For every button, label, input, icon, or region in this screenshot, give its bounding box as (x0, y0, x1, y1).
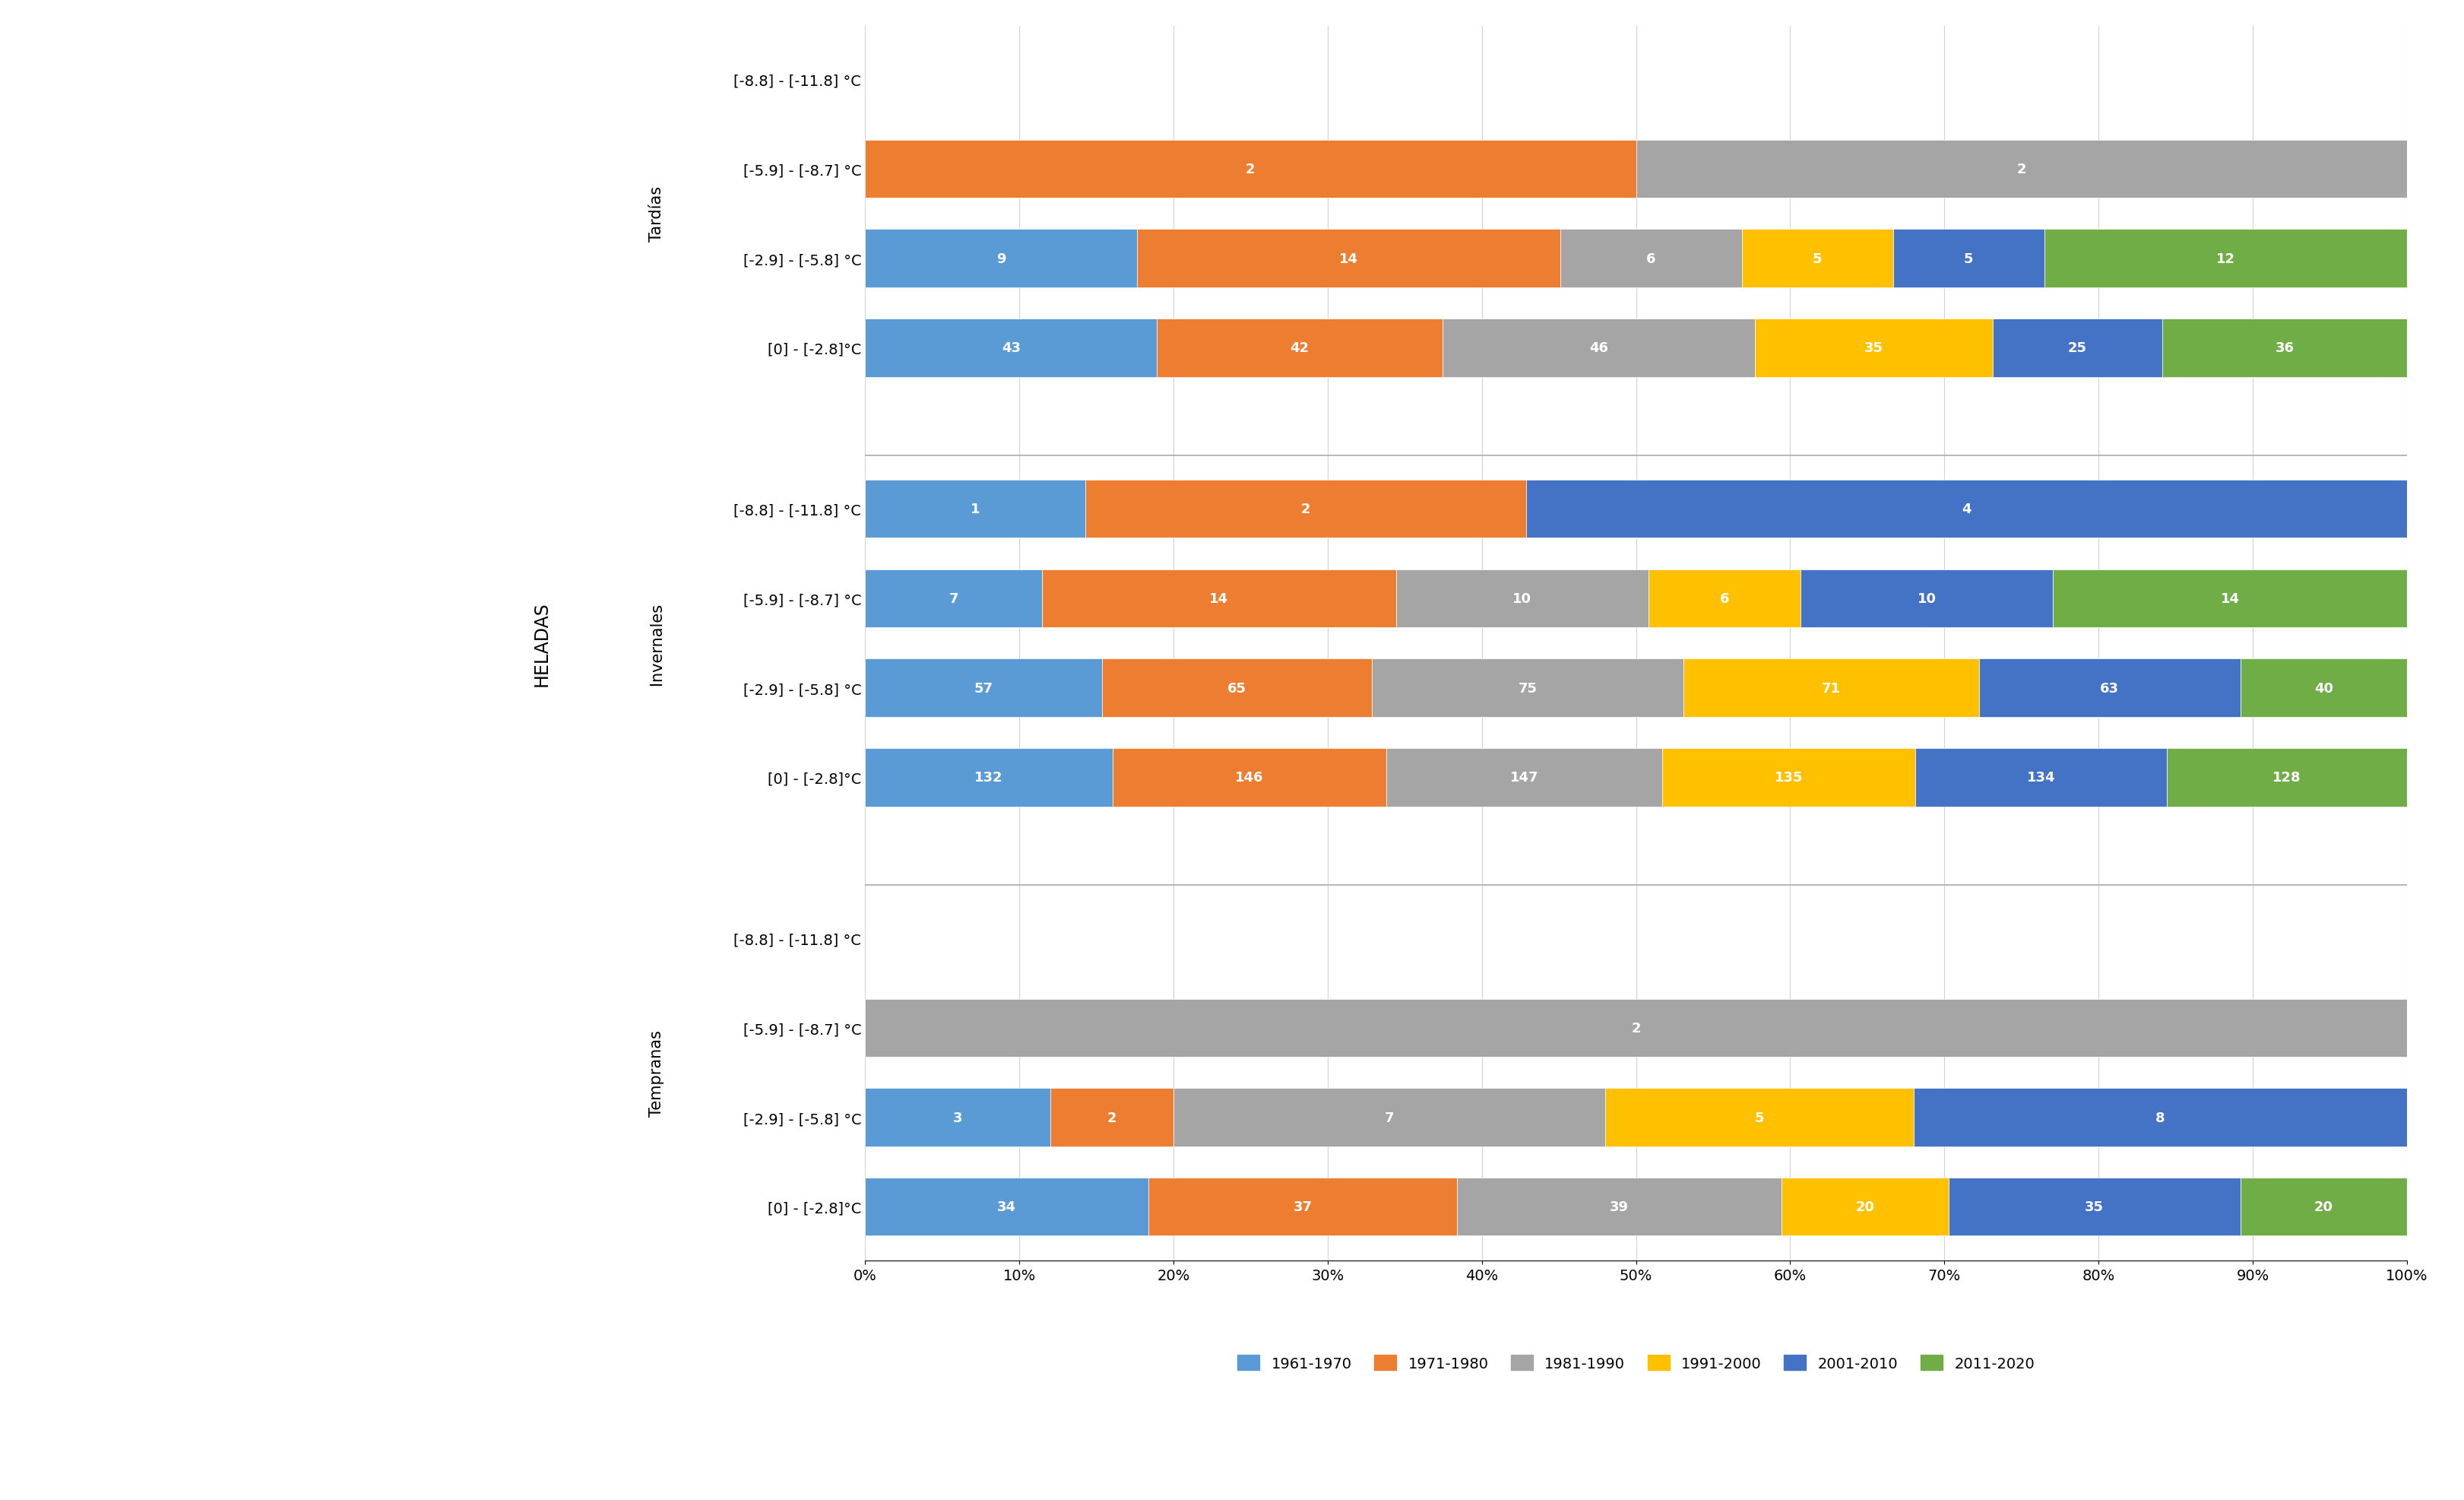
Text: 35: 35 (1865, 342, 1882, 355)
Bar (1372, 658, 1683, 717)
Bar (865, 141, 1636, 198)
Bar (1683, 658, 1979, 717)
Text: 37: 37 (1294, 1200, 1313, 1214)
Text: 14: 14 (2220, 592, 2240, 606)
Bar (1742, 229, 1892, 288)
Text: 128: 128 (2272, 771, 2301, 785)
Text: 57: 57 (973, 681, 993, 695)
Text: 39: 39 (1609, 1200, 1629, 1214)
Bar (865, 999, 2407, 1058)
Bar (1801, 570, 2053, 628)
Bar (1979, 658, 2240, 717)
Text: 20: 20 (1855, 1200, 1875, 1214)
Bar (1949, 1178, 2240, 1236)
Text: 42: 42 (1291, 342, 1308, 355)
Bar (1754, 319, 1993, 378)
Bar (865, 229, 1138, 288)
Text: 40: 40 (2314, 681, 2333, 695)
Bar (865, 570, 1042, 628)
Bar (2045, 229, 2407, 288)
Text: HELADAS: HELADAS (532, 602, 549, 686)
Bar (1395, 570, 1648, 628)
Bar (865, 319, 1158, 378)
Bar (1050, 1089, 1173, 1146)
Bar (1084, 480, 1525, 538)
Bar (1560, 229, 1742, 288)
Bar (1915, 1089, 2407, 1146)
Text: 5: 5 (1754, 1110, 1764, 1124)
Text: 135: 135 (1774, 771, 1804, 785)
Bar (1781, 1178, 1949, 1236)
Text: 35: 35 (2085, 1200, 2104, 1214)
Text: 7: 7 (949, 592, 958, 606)
Text: 146: 146 (1234, 771, 1264, 785)
Bar (1158, 319, 1441, 378)
Text: 5: 5 (1964, 252, 1974, 265)
Bar (1441, 319, 1754, 378)
Bar (1114, 748, 1387, 807)
Bar (2163, 319, 2407, 378)
Bar (1993, 319, 2163, 378)
Text: 2: 2 (1106, 1110, 1116, 1124)
Bar (1604, 1089, 1915, 1146)
Bar (865, 1089, 1050, 1146)
Text: 36: 36 (2274, 342, 2294, 355)
Bar (1173, 1089, 1604, 1146)
Bar (1915, 748, 2166, 807)
Text: 2: 2 (2016, 162, 2025, 177)
Bar (1663, 748, 1915, 807)
Text: 9: 9 (995, 252, 1005, 265)
Text: 14: 14 (1340, 252, 1358, 265)
Bar (1138, 229, 1560, 288)
Text: 132: 132 (976, 771, 1003, 785)
Text: 43: 43 (1000, 342, 1020, 355)
Text: Tardías: Tardías (650, 186, 665, 242)
Bar (1042, 570, 1395, 628)
Text: 2: 2 (1247, 162, 1254, 177)
Text: 134: 134 (2028, 771, 2055, 785)
Text: 6: 6 (1720, 592, 1730, 606)
Bar (2053, 570, 2407, 628)
Bar (1648, 570, 1801, 628)
Text: 25: 25 (2067, 342, 2087, 355)
Bar (2240, 1178, 2407, 1236)
Text: 6: 6 (1646, 252, 1656, 265)
Text: Invernales: Invernales (650, 603, 665, 684)
Bar (865, 480, 1084, 538)
Text: 65: 65 (1227, 681, 1247, 695)
Text: 2: 2 (1301, 502, 1311, 516)
Bar (1636, 141, 2407, 198)
Text: 75: 75 (1518, 681, 1538, 695)
Text: 63: 63 (2099, 681, 2119, 695)
Text: 3: 3 (954, 1110, 963, 1124)
Text: 34: 34 (998, 1200, 1015, 1214)
Bar (865, 1178, 1148, 1236)
Text: 7: 7 (1385, 1110, 1395, 1124)
Bar (1387, 748, 1663, 807)
Bar (1525, 480, 2407, 538)
Text: 5: 5 (1814, 252, 1821, 265)
Bar (1456, 1178, 1781, 1236)
Text: 4: 4 (1961, 502, 1971, 516)
Legend: 1961-1970, 1971-1980, 1981-1990, 1991-2000, 2001-2010, 2011-2020: 1961-1970, 1971-1980, 1981-1990, 1991-20… (1232, 1348, 2040, 1377)
Text: 8: 8 (2156, 1110, 2166, 1124)
Bar (2166, 748, 2407, 807)
Bar (1101, 658, 1372, 717)
Bar (865, 748, 1114, 807)
Text: 20: 20 (2314, 1200, 2333, 1214)
Text: 14: 14 (1210, 592, 1230, 606)
Text: 147: 147 (1510, 771, 1538, 785)
Text: 10: 10 (1513, 592, 1533, 606)
Text: 46: 46 (1589, 342, 1609, 355)
Text: 1: 1 (971, 502, 981, 516)
Bar (1148, 1178, 1456, 1236)
Text: 2: 2 (1631, 1022, 1641, 1035)
Bar (865, 658, 1101, 717)
Bar (2240, 658, 2407, 717)
Text: Tempranas: Tempranas (650, 1029, 665, 1116)
Text: 10: 10 (1917, 592, 1937, 606)
Text: 12: 12 (2215, 252, 2235, 265)
Bar (1892, 229, 2045, 288)
Text: 71: 71 (1821, 681, 1841, 695)
